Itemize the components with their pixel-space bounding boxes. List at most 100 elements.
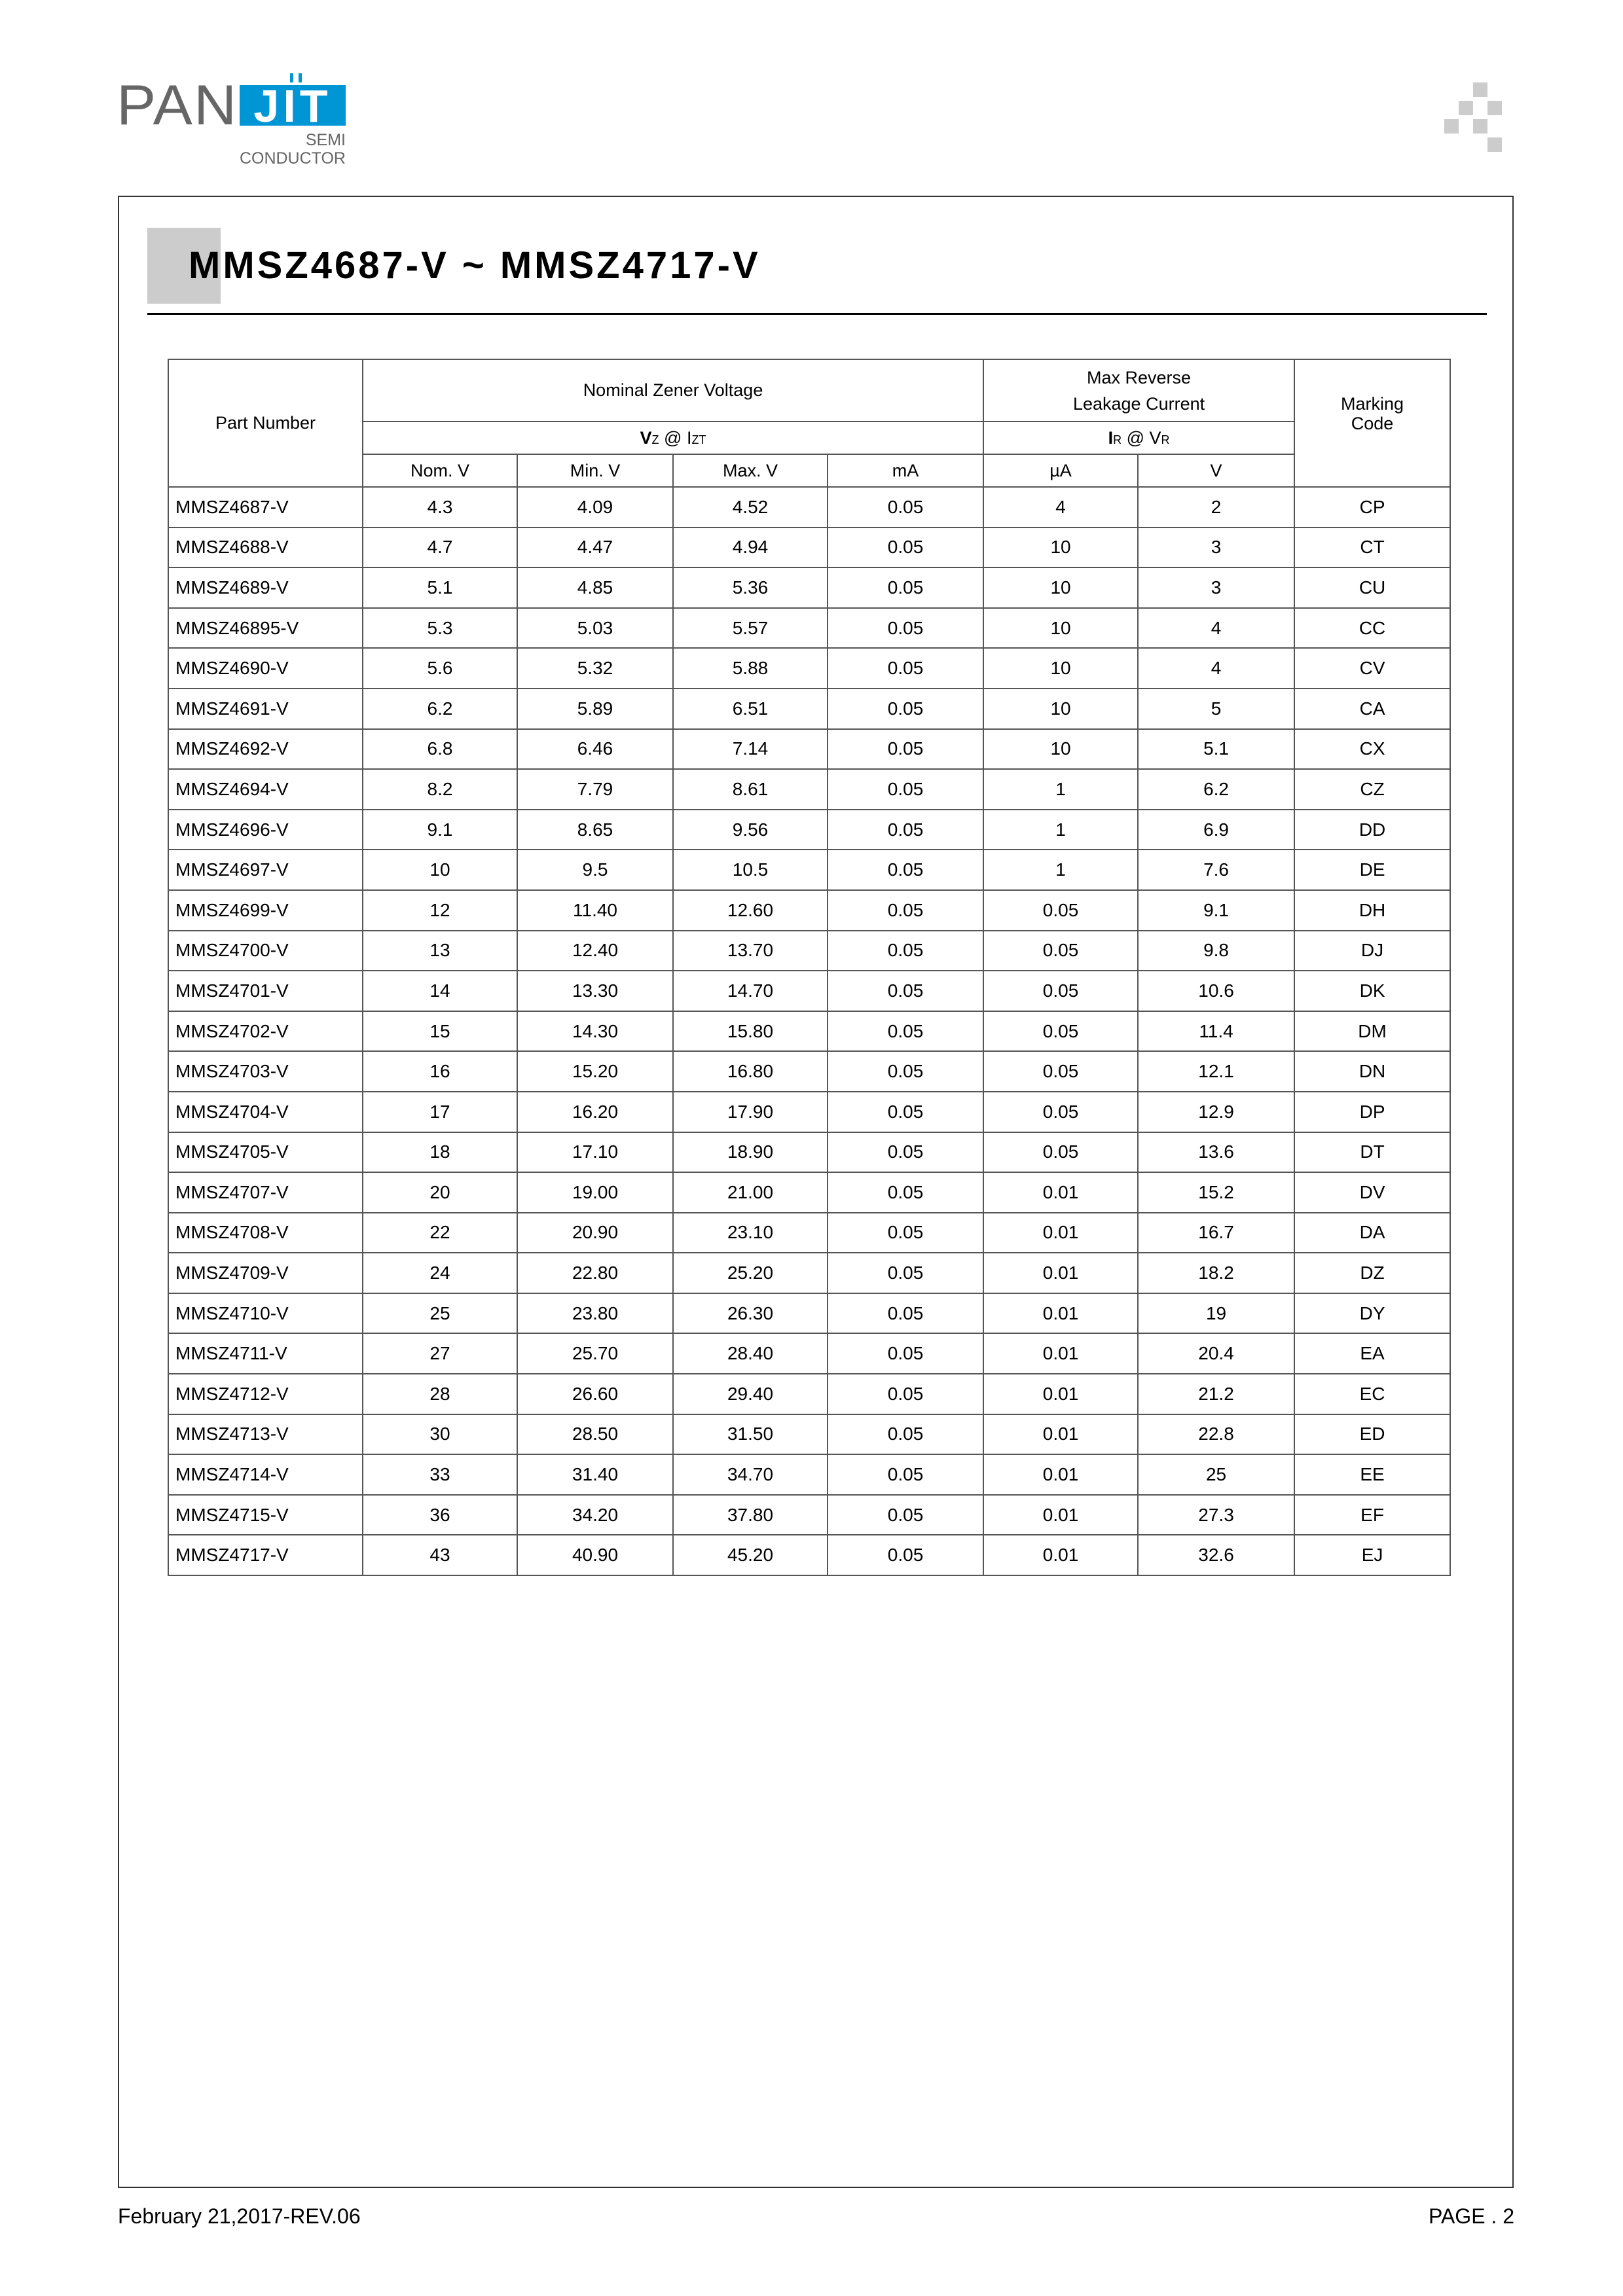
table-row: MMSZ4709-V 24 22.80 25.20 0.05 0.01 18.2 DZ — [168, 1252, 1451, 1294]
cell-izt-ma: 0.05 — [826, 1494, 985, 1536]
footer-date: February 21,2017-REV.06 — [118, 2204, 361, 2228]
cell-ir-ua: 0.05 — [983, 1010, 1139, 1052]
table-row: MMSZ4713-V 30 28.50 31.50 0.05 0.01 22.8 ED — [168, 1413, 1451, 1456]
cell-ir-ua: 0.05 — [983, 929, 1139, 972]
cell-min-v: 6.46 — [517, 728, 674, 770]
cell-part-number: MMSZ4708-V — [168, 1211, 363, 1254]
cell-max-v: 13.70 — [672, 929, 828, 972]
cell-min-v: 25.70 — [517, 1333, 674, 1375]
cell-izt-ma: 0.05 — [826, 1050, 985, 1092]
vz-symbol: V — [640, 427, 652, 448]
cell-izt-ma: 0.05 — [826, 889, 985, 931]
table-row: MMSZ4710-V 25 23.80 26.30 0.05 0.01 19 DY — [168, 1292, 1451, 1335]
cell-max-v: 37.80 — [672, 1494, 828, 1536]
cell-marking-code: EE — [1294, 1454, 1451, 1496]
header-ir-at-vr: IR @ VR — [983, 421, 1296, 455]
cell-izt-ma: 0.05 — [826, 526, 985, 569]
table-row: MMSZ4705-V 18 17.10 18.90 0.05 0.05 13.6 DT — [168, 1131, 1451, 1174]
cell-marking-code: DJ — [1294, 929, 1451, 972]
cell-nom-v: 28 — [362, 1373, 518, 1415]
cell-min-v: 5.89 — [517, 687, 674, 730]
cell-marking-code: DK — [1294, 970, 1451, 1012]
header-marking-code: Marking Code — [1294, 359, 1451, 454]
cell-ir-ua: 1 — [983, 768, 1139, 810]
cell-vr-v: 18.2 — [1137, 1252, 1296, 1294]
cell-nom-v: 25 — [362, 1292, 518, 1335]
table-row: MMSZ4708-V 22 20.90 23.10 0.05 0.01 16.7 DA — [168, 1211, 1451, 1254]
cell-vr-v: 4 — [1137, 607, 1296, 649]
cell-part-number: MMSZ4689-V — [168, 567, 363, 609]
cell-nom-v: 16 — [362, 1050, 518, 1092]
at-symbol: @ — [659, 427, 687, 448]
cell-max-v: 9.56 — [672, 808, 828, 851]
table-row: MMSZ4696-V 9.1 8.65 9.56 0.05 1 6.9 DD — [168, 808, 1451, 851]
table-row: MMSZ4714-V 33 31.40 34.70 0.05 0.01 25 EE — [168, 1454, 1451, 1496]
unit-ma: mA — [826, 454, 985, 488]
cell-max-v: 25.20 — [672, 1252, 828, 1294]
cell-marking-code: DV — [1294, 1172, 1451, 1213]
cell-ir-ua: 1 — [983, 849, 1139, 891]
cell-part-number: MMSZ4702-V — [168, 1010, 363, 1052]
cell-marking-code: CX — [1294, 728, 1451, 770]
cell-min-v: 17.10 — [517, 1131, 674, 1174]
table-body: MMSZ4687-V 4.3 4.09 4.52 0.05 4 2 CP MMSZ4688-V 4… — [168, 486, 1451, 1577]
cell-nom-v: 17 — [362, 1090, 518, 1133]
decorative-squares-icon — [1444, 82, 1516, 154]
cell-nom-v: 4.7 — [362, 526, 518, 569]
cell-izt-ma: 0.05 — [826, 1131, 985, 1174]
table-row: MMSZ4704-V 17 16.20 17.90 0.05 0.05 12.9 DP — [168, 1090, 1451, 1133]
cell-marking-code: CP — [1294, 486, 1451, 528]
cell-part-number: MMSZ4717-V — [168, 1534, 363, 1577]
cell-max-v: 5.36 — [672, 567, 828, 609]
cell-nom-v: 43 — [362, 1534, 518, 1577]
cell-izt-ma: 0.05 — [826, 486, 985, 528]
cell-min-v: 13.30 — [517, 970, 674, 1012]
cell-min-v: 31.40 — [517, 1454, 674, 1496]
table-row: MMSZ4707-V 20 19.00 21.00 0.05 0.01 15.2 DV — [168, 1172, 1451, 1213]
cell-izt-ma: 0.05 — [826, 567, 985, 609]
ir-symbol: I — [1108, 427, 1114, 448]
cell-part-number: MMSZ4688-V — [168, 526, 363, 569]
table-row: MMSZ4702-V 15 14.30 15.80 0.05 0.05 11.4 DM — [168, 1010, 1451, 1052]
cell-vr-v: 27.3 — [1137, 1494, 1296, 1536]
cell-max-v: 29.40 — [672, 1373, 828, 1415]
cell-nom-v: 27 — [362, 1333, 518, 1375]
cell-part-number: MMSZ4711-V — [168, 1333, 363, 1375]
cell-marking-code: CU — [1294, 567, 1451, 609]
cell-ir-ua: 0.01 — [983, 1172, 1139, 1213]
cell-ir-ua: 0.01 — [983, 1534, 1139, 1577]
cell-max-v: 5.57 — [672, 607, 828, 649]
cell-izt-ma: 0.05 — [826, 1252, 985, 1294]
vr-subscript: R — [1161, 433, 1170, 446]
cell-marking-code: EA — [1294, 1333, 1451, 1375]
cell-marking-code: DA — [1294, 1211, 1451, 1254]
table-row: MMSZ4717-V 43 40.90 45.20 0.05 0.01 32.6 EJ — [168, 1534, 1451, 1577]
cell-nom-v: 20 — [362, 1172, 518, 1213]
cell-max-v: 28.40 — [672, 1333, 828, 1375]
table-row: MMSZ4687-V 4.3 4.09 4.52 0.05 4 2 CP — [168, 486, 1451, 528]
cell-izt-ma: 0.05 — [826, 647, 985, 689]
cell-part-number: MMSZ4687-V — [168, 486, 363, 528]
cell-izt-ma: 0.05 — [826, 1211, 985, 1254]
cell-marking-code: DD — [1294, 808, 1451, 851]
cell-ir-ua: 10 — [983, 728, 1139, 770]
cell-nom-v: 18 — [362, 1131, 518, 1174]
logo-pan-text: PAN — [117, 74, 238, 137]
cell-vr-v: 9.1 — [1137, 889, 1296, 931]
cell-marking-code: ED — [1294, 1413, 1451, 1456]
cell-nom-v: 6.8 — [362, 728, 518, 770]
cell-marking-code: DP — [1294, 1090, 1451, 1133]
cell-ir-ua: 0.01 — [983, 1373, 1139, 1415]
cell-max-v: 10.5 — [672, 849, 828, 891]
specs-table: Part Number Nominal Zener Voltage Max Re… — [168, 359, 1451, 1577]
cell-max-v: 45.20 — [672, 1534, 828, 1577]
cell-part-number: MMSZ4704-V — [168, 1090, 363, 1133]
cell-vr-v: 2 — [1137, 486, 1296, 528]
cell-min-v: 4.47 — [517, 526, 674, 569]
cell-vr-v: 22.8 — [1137, 1413, 1296, 1456]
cell-part-number: MMSZ4707-V — [168, 1172, 363, 1213]
cell-izt-ma: 0.05 — [826, 929, 985, 972]
cell-vr-v: 15.2 — [1137, 1172, 1296, 1213]
table-row: MMSZ4715-V 36 34.20 37.80 0.05 0.01 27.3 EF — [168, 1494, 1451, 1536]
cell-part-number: MMSZ4710-V — [168, 1292, 363, 1335]
